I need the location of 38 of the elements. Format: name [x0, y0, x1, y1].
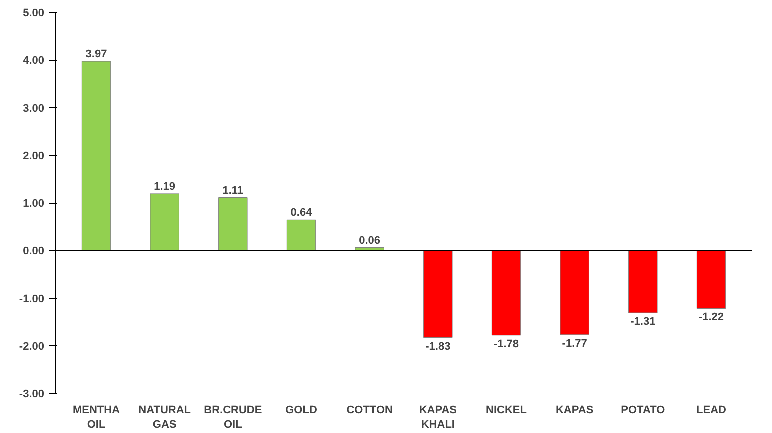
- x-tick-label: BR.CRUDE OIL: [204, 404, 262, 431]
- x-tick-label: NICKEL: [486, 404, 528, 416]
- data-label: 1.19: [154, 180, 176, 193]
- bar: [286, 220, 316, 251]
- y-tick-label: 5.00: [23, 8, 45, 20]
- bar: [696, 250, 726, 309]
- data-label: 3.97: [86, 48, 108, 61]
- data-label: -1.83: [426, 340, 451, 353]
- data-label: 1.11: [222, 184, 244, 197]
- bar: [492, 250, 522, 336]
- bar: [424, 250, 453, 338]
- bar: [82, 61, 112, 251]
- bar: [560, 250, 590, 336]
- y-tick-label: 1.00: [23, 198, 45, 210]
- bar: [150, 194, 180, 251]
- data-label: -1.77: [562, 338, 588, 350]
- y-tick-label: 4.00: [23, 55, 45, 68]
- y-tick-label: -2.00: [19, 340, 45, 353]
- x-tick-label: KAPAS: [556, 404, 594, 416]
- y-tick-label: -1.00: [19, 293, 45, 306]
- x-tick-label: KAPAS KHALI: [419, 404, 458, 431]
- y-tick-label: 3.00: [23, 102, 45, 115]
- x-tick-label: POTATO: [621, 404, 666, 416]
- data-label: -1.22: [698, 312, 724, 324]
- data-label: -1.31: [630, 316, 656, 328]
- data-label: 0.64: [290, 207, 314, 220]
- x-tick-label: GOLD: [286, 404, 318, 416]
- y-tick-label: -3.00: [19, 388, 45, 400]
- bar: [628, 250, 658, 314]
- x-tick-label: COTTON: [346, 404, 394, 416]
- x-tick-label: MENTHA OIL: [72, 404, 120, 431]
- data-label: -1.78: [494, 338, 520, 350]
- y-tick-label: 2.00: [23, 150, 45, 162]
- bar: [218, 198, 248, 251]
- x-tick-label: NATURAL GAS: [138, 404, 192, 431]
- data-label: 0.06: [359, 234, 381, 247]
- y-tick-label: 0.00: [23, 246, 45, 258]
- x-tick-label: LEAD: [696, 404, 727, 416]
